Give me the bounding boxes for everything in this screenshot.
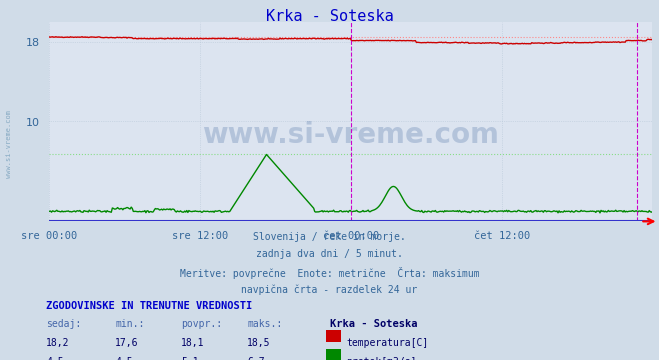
Text: navpična črta - razdelek 24 ur: navpična črta - razdelek 24 ur [241,284,418,294]
Text: 18,5: 18,5 [247,338,271,348]
Text: 4,5: 4,5 [115,357,133,360]
Text: www.si-vreme.com: www.si-vreme.com [202,121,500,149]
Text: Meritve: povprečne  Enote: metrične  Črta: maksimum: Meritve: povprečne Enote: metrične Črta:… [180,267,479,279]
Text: ZGODOVINSKE IN TRENUTNE VREDNOSTI: ZGODOVINSKE IN TRENUTNE VREDNOSTI [46,301,252,311]
Text: zadnja dva dni / 5 minut.: zadnja dva dni / 5 minut. [256,249,403,260]
Text: sedaj:: sedaj: [46,319,81,329]
Text: 18,2: 18,2 [46,338,70,348]
Text: povpr.:: povpr.: [181,319,222,329]
Text: Krka - Soteska: Krka - Soteska [330,319,417,329]
Text: 6,7: 6,7 [247,357,265,360]
Text: 18,1: 18,1 [181,338,205,348]
Text: pretok[m3/s]: pretok[m3/s] [346,357,416,360]
Text: temperatura[C]: temperatura[C] [346,338,428,348]
Text: maks.:: maks.: [247,319,282,329]
Text: 17,6: 17,6 [115,338,139,348]
Text: Slovenija / reke in morje.: Slovenija / reke in morje. [253,232,406,242]
Text: 4,5: 4,5 [46,357,64,360]
Text: min.:: min.: [115,319,145,329]
Text: Krka - Soteska: Krka - Soteska [266,9,393,24]
Text: www.si-vreme.com: www.si-vreme.com [5,110,12,178]
Text: 5,1: 5,1 [181,357,199,360]
